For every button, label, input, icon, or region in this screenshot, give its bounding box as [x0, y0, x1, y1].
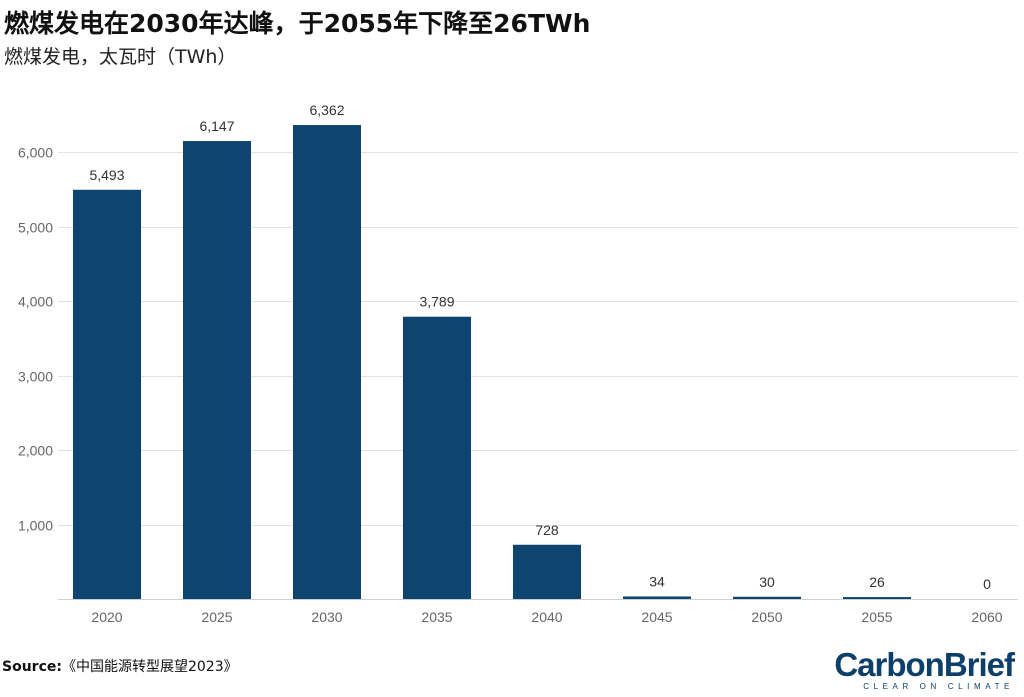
x-tick-label: 2025 [201, 609, 232, 625]
y-axis: 1,000 2,000 3,000 4,000 5,000 6,000 [18, 145, 53, 534]
bar [623, 596, 691, 599]
y-tick-label: 6,000 [18, 145, 53, 161]
source-text: 《中国能源转型展望2023》 [61, 659, 238, 675]
bar [843, 597, 911, 599]
source-note: Source:《中国能源转型展望2023》 [2, 656, 238, 676]
y-tick-label: 1,000 [18, 518, 53, 534]
x-tick-label: 2060 [971, 609, 1002, 625]
data-label: 5,493 [89, 167, 124, 183]
chart-subtitle: 燃煤发电，太瓦时（TWh） [4, 46, 237, 68]
x-tick-label: 2055 [861, 609, 892, 625]
x-tick-label: 2020 [91, 609, 122, 625]
data-label: 6,147 [199, 118, 234, 134]
y-tick-label: 2,000 [18, 443, 53, 459]
data-label: 34 [649, 573, 665, 589]
x-tick-label: 2030 [311, 609, 342, 625]
x-tick-label: 2050 [751, 609, 782, 625]
y-tick-label: 5,000 [18, 220, 53, 236]
data-label: 6,362 [309, 102, 344, 118]
y-tick-label: 4,000 [18, 294, 53, 310]
y-tick-label: 3,000 [18, 369, 53, 385]
data-label: 26 [869, 574, 885, 590]
bar-chart: 5,493 6,147 6,362 3,789 728 34 30 26 0 1,000 2,00… [18, 102, 1018, 625]
data-label: 0 [983, 576, 991, 592]
bar [403, 316, 471, 599]
bar [293, 125, 361, 599]
x-tick-label: 2045 [641, 609, 672, 625]
bar [183, 141, 251, 599]
logo-main: CarbonBrief [834, 646, 1015, 683]
x-axis: 2020 2025 2030 2035 2040 2045 2050 2055 2060 [91, 609, 1002, 625]
bar [733, 596, 801, 599]
x-tick-label: 2040 [531, 609, 562, 625]
logo-tagline: CLEAR ON CLIMATE [863, 682, 1014, 691]
data-label: 3,789 [419, 294, 454, 310]
bars [73, 125, 911, 600]
data-label: 30 [759, 574, 775, 590]
carbonbrief-logo: CarbonBrief CLEAR ON CLIMATE [834, 646, 1015, 692]
chart-title: 燃煤发电在2030年达峰，于2055年下降至26TWh [4, 9, 591, 38]
x-tick-label: 2035 [421, 609, 452, 625]
source-label: Source: [2, 659, 62, 675]
bar [513, 544, 581, 599]
data-labels: 5,493 6,147 6,362 3,789 728 34 30 26 0 [89, 102, 991, 592]
bar [73, 189, 141, 600]
data-label: 728 [535, 522, 559, 538]
